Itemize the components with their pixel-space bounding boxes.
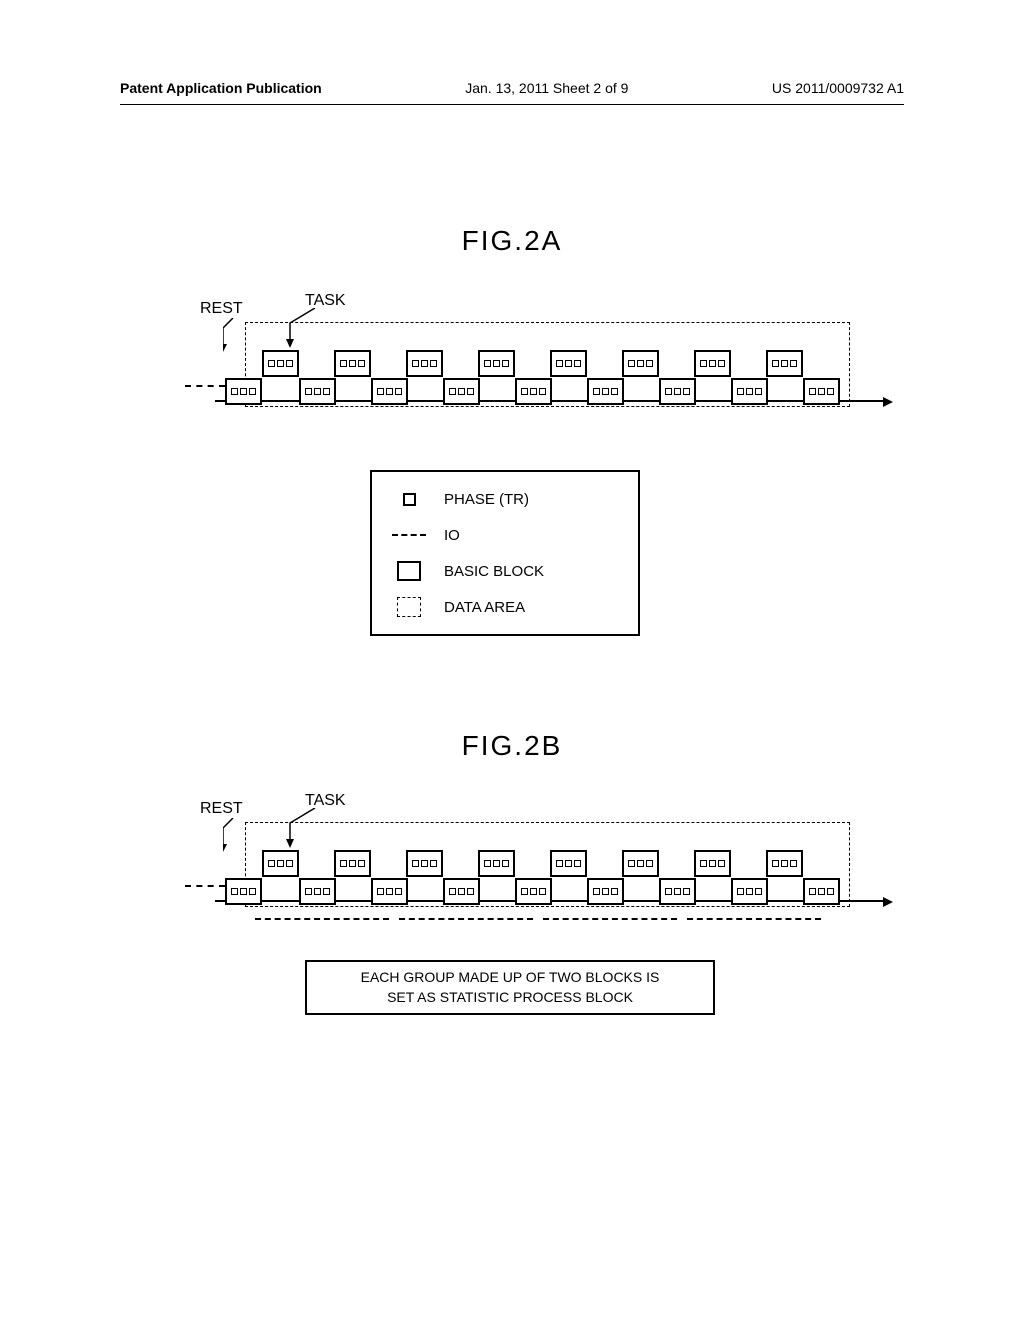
- fig2b-caption: EACH GROUP MADE UP OF TWO BLOCKS ISSET A…: [305, 960, 715, 1015]
- task-arrow-a: [285, 308, 325, 353]
- rest-arrow-a: [223, 318, 253, 358]
- page-header: Patent Application Publication Jan. 13, …: [0, 80, 1024, 96]
- stat-group-underline: [255, 918, 389, 920]
- block-row-b: [255, 850, 855, 900]
- basic-block: [334, 350, 371, 377]
- basic-block: [766, 850, 803, 877]
- legend-row-data: DATA AREA: [392, 595, 618, 619]
- basic-block: [659, 378, 696, 405]
- basic-block: [334, 850, 371, 877]
- basic-block: [587, 378, 624, 405]
- legend-phase-label: PHASE (TR): [444, 491, 529, 508]
- basic-block: [766, 350, 803, 377]
- header-left: Patent Application Publication: [120, 80, 322, 96]
- basic-block: [406, 850, 443, 877]
- fig2a-legend: PHASE (TR) IO BASIC BLOCK DATA AREA: [370, 470, 640, 636]
- fig2b-diagram: REST TASK: [225, 800, 865, 950]
- legend-io-label: IO: [444, 527, 460, 544]
- io-icon: [392, 523, 426, 547]
- legend-basic-label: BASIC BLOCK: [444, 563, 544, 580]
- basic-block: [371, 378, 408, 405]
- basic-block: [406, 350, 443, 377]
- io-dash-a: [185, 385, 225, 387]
- basic-block: [731, 878, 768, 905]
- header-right: US 2011/0009732 A1: [772, 80, 904, 96]
- basic-block: [443, 378, 480, 405]
- basic-block: [731, 378, 768, 405]
- basic-block: [803, 878, 840, 905]
- basic-block: [299, 878, 336, 905]
- basic-block: [803, 378, 840, 405]
- stat-group-underline: [687, 918, 821, 920]
- header-rule: [120, 104, 904, 105]
- block-row-a: [255, 350, 855, 400]
- basic-block: [225, 378, 262, 405]
- io-dash-b: [185, 885, 225, 887]
- basic-block: [371, 878, 408, 905]
- basic-block: [225, 878, 262, 905]
- basic-block: [515, 378, 552, 405]
- legend-data-label: DATA AREA: [444, 599, 525, 616]
- basic-block: [694, 350, 731, 377]
- rest-arrow-b: [223, 818, 253, 858]
- basic-block: [587, 878, 624, 905]
- basic-block: [262, 350, 299, 377]
- basic-block: [262, 850, 299, 877]
- header-center: Jan. 13, 2011 Sheet 2 of 9: [465, 80, 628, 96]
- basic-block: [443, 878, 480, 905]
- basic-block-icon: [392, 559, 426, 583]
- legend-row-phase: PHASE (TR): [392, 487, 618, 511]
- task-arrow-b: [285, 808, 325, 853]
- basic-block: [622, 850, 659, 877]
- caption-text: EACH GROUP MADE UP OF TWO BLOCKS ISSET A…: [361, 969, 660, 1005]
- basic-block: [550, 350, 587, 377]
- basic-block: [659, 878, 696, 905]
- basic-block: [622, 350, 659, 377]
- stat-group-underline: [399, 918, 533, 920]
- stat-group-underline: [543, 918, 677, 920]
- basic-block: [550, 850, 587, 877]
- fig2b-title: FIG.2B: [0, 730, 1024, 762]
- fig2b-wave: [225, 800, 865, 950]
- fig2a-title: FIG.2A: [0, 225, 1024, 257]
- basic-block: [478, 350, 515, 377]
- data-area-icon: [392, 595, 426, 619]
- fig2a-diagram: REST TASK: [225, 300, 865, 450]
- phase-icon: [392, 487, 426, 511]
- basic-block: [299, 378, 336, 405]
- legend-row-basic: BASIC BLOCK: [392, 559, 618, 583]
- legend-row-io: IO: [392, 523, 618, 547]
- basic-block: [694, 850, 731, 877]
- basic-block: [515, 878, 552, 905]
- fig2a-wave: [225, 300, 865, 450]
- basic-block: [478, 850, 515, 877]
